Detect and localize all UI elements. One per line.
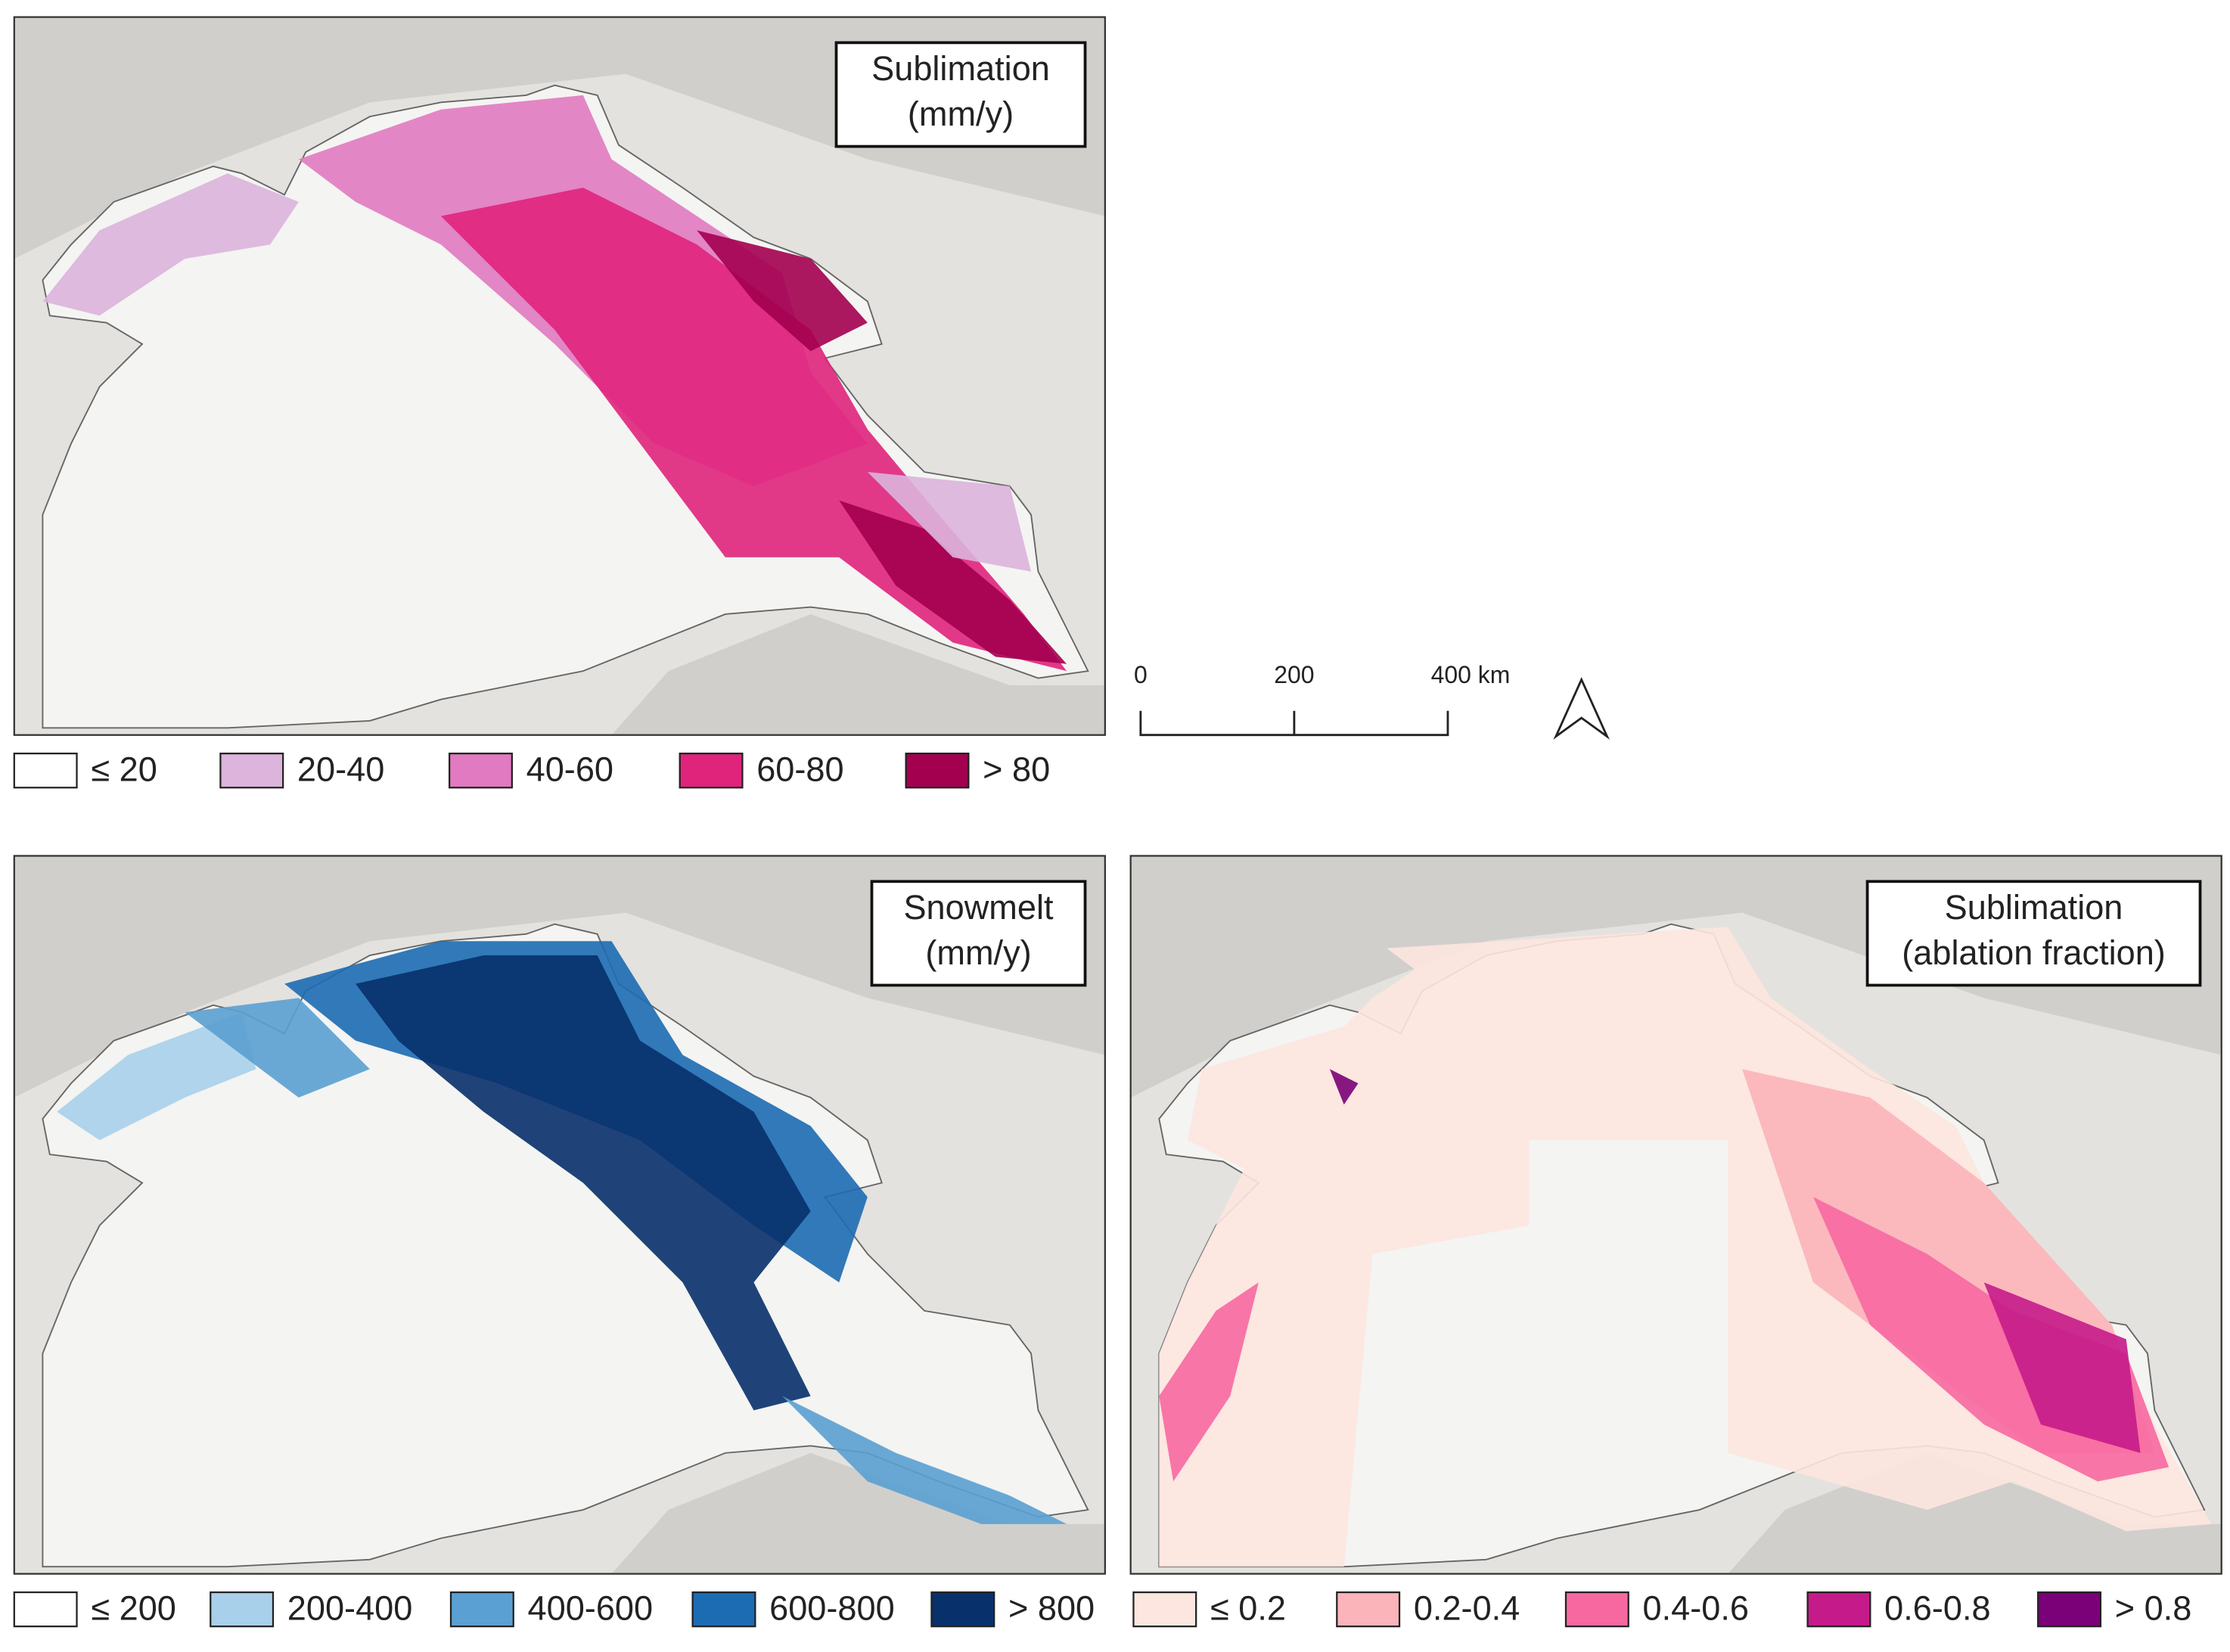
legend-label: 20-40 [297,750,384,789]
legend-label: 0.4-0.6 [1643,1588,1749,1627]
map-title: (mm/y) [908,95,1014,133]
legend-swatch [1806,1591,1871,1628]
scale-label: 200 [1274,661,1314,688]
legend-label: 0.2-0.4 [1414,1588,1520,1627]
legend-label: 400-600 [528,1588,654,1627]
legend-swatch [13,1591,78,1628]
scale-bar-line [1139,710,1449,737]
legend-swatch [449,1591,514,1628]
map-title: Sublimation [1945,888,2123,927]
legend-swatch [210,1591,275,1628]
scale-label: 400 km [1431,661,1511,688]
terrain [1728,1452,2222,1574]
legend-label: 0.6-0.8 [1884,1588,1990,1627]
legend-swatch [691,1591,756,1628]
legend-swatch [219,753,284,789]
map-class-area [782,1396,1067,1524]
legend-swatch [930,1591,995,1628]
legend-label: ≤ 200 [91,1588,176,1627]
legend-swatch [2037,1591,2102,1628]
map-class-area [185,998,370,1098]
terrain [14,17,1105,259]
scale-bar [1139,710,1449,737]
title-box [834,41,1087,148]
map-title: Snowmelt [903,888,1054,927]
legend-label: > 80 [983,750,1050,789]
legend-swatch [1564,1591,1629,1628]
legend-swatch [448,753,513,789]
legend-swatch [905,753,970,789]
legend-label: ≤ 0.2 [1210,1588,1286,1627]
map-frame [1129,855,2222,1575]
legend-swatch [679,753,744,789]
map-panel: Snowmelt (mm/y) [13,855,1106,1575]
title-box [870,880,1087,987]
map-title: (mm/y) [925,933,1031,972]
map-panel: Sublimation (mm/y) [13,16,1106,736]
map-class-area [1159,1282,1259,1482]
map-class-area [42,173,299,316]
map-frame [13,855,1106,1575]
legend-label: > 800 [1008,1588,1095,1627]
legend-swatch [1132,1591,1197,1628]
legend-swatch [13,753,78,789]
map-class-area [697,230,868,352]
terrain [611,1452,1105,1574]
legend-label: > 0.8 [2115,1588,2192,1627]
map-class-area [356,955,811,1411]
map-panel: Sublimation (ablation fraction) [1129,855,2222,1575]
legend-label: ≤ 20 [91,750,157,789]
map-class-area [57,1012,256,1141]
map-class-area [867,472,1032,572]
terrain [611,613,1105,735]
map-class-area [839,500,1067,664]
legend-swatch [1336,1591,1401,1628]
terrain [14,856,1105,1098]
map-frame [13,16,1106,736]
title-box [1865,880,2202,987]
legend-label: 60-80 [756,750,843,789]
map-class-area [1159,927,2212,1567]
legend-label: 200-400 [287,1588,413,1627]
map-class-area [1329,1069,1359,1105]
scale-label: 0 [1134,661,1148,688]
map-title: Sublimation [871,49,1050,88]
map-title: (ablation fraction) [1902,933,2166,972]
legend-label: 40-60 [526,750,613,789]
map-class-area [1983,1282,2141,1453]
north-arrow [1553,676,1610,740]
legend-label: 600-800 [769,1588,895,1627]
